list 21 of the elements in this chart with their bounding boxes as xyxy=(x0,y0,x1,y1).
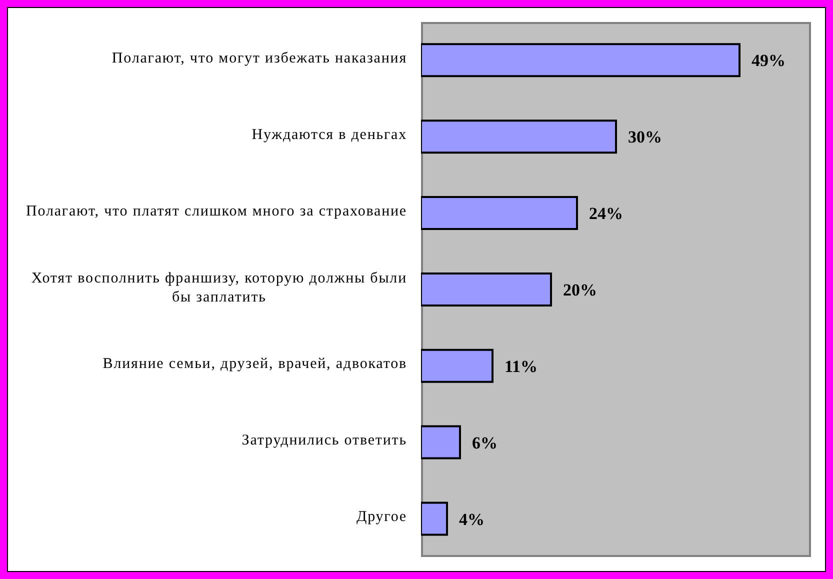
data-label: 4% xyxy=(459,510,484,529)
bar xyxy=(421,425,461,460)
data-label: 24% xyxy=(589,204,623,224)
bar xyxy=(421,502,448,536)
bar xyxy=(421,272,552,306)
y-tick-label: Полагают, что могут избежать наказания xyxy=(112,50,408,66)
data-label: 49% xyxy=(752,51,786,70)
bar xyxy=(421,196,578,230)
data-label: 20% xyxy=(563,280,597,300)
y-tick-label: Затруднились ответить xyxy=(242,432,407,449)
bar xyxy=(421,43,740,78)
y-tick-label: Хотят восполнить франшизу, которую должны были бы заплатить xyxy=(31,270,407,306)
data-label: 30% xyxy=(628,128,662,147)
bar xyxy=(421,348,494,383)
y-tick-label: Влияние семьи, друзей, врачей, адвокатов xyxy=(102,356,408,372)
bar xyxy=(421,120,617,154)
y-tick-label: Полагают, что платят слишком много за страхование xyxy=(26,203,408,220)
data-label: 6% xyxy=(472,433,498,452)
data-label: 11% xyxy=(504,356,538,376)
y-tick-label: Нуждаются в деньгах xyxy=(252,126,408,143)
y-tick-label: Другое xyxy=(356,509,408,526)
